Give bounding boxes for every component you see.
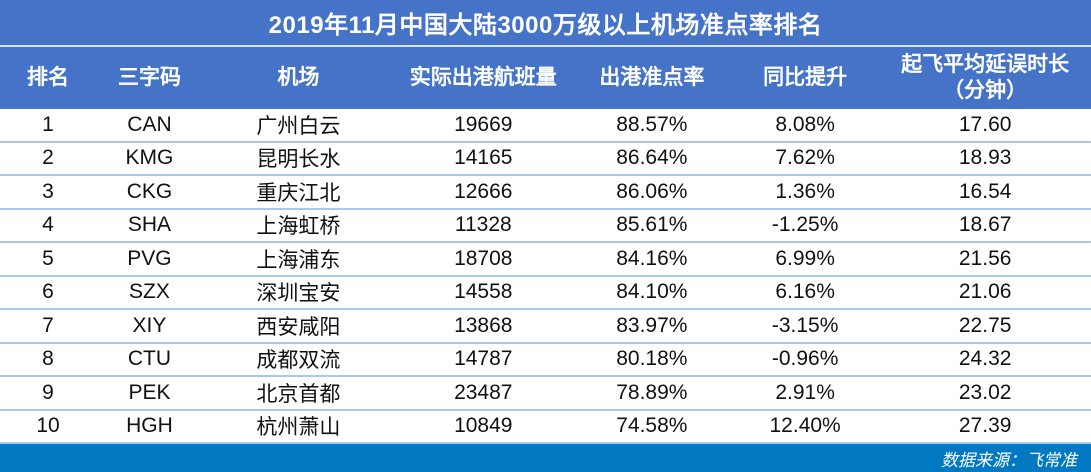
avg-delay-cell: 22.75 (879, 309, 1091, 344)
avg-delay-cell: 18.93 (879, 141, 1091, 176)
yoy-change-cell: 7.62% (730, 141, 880, 176)
page-title: 2019年11月中国大陆3000万级以上机场准点率排名 (0, 0, 1091, 47)
flights-cell: 11328 (393, 208, 573, 243)
ontime-rate-cell: 78.89% (572, 376, 731, 411)
ontime-rate-cell: 86.64% (572, 141, 731, 176)
code-cell: XIY (96, 309, 203, 344)
airport-cell: 上海虹桥 (202, 208, 394, 243)
avg-delay-cell: 21.06 (879, 275, 1091, 310)
avg-delay-cell: 27.39 (879, 409, 1091, 444)
rank-cell: 3 (0, 175, 96, 210)
airport-cell: 广州白云 (202, 109, 394, 143)
avg-delay-cell: 21.56 (879, 242, 1091, 277)
flights-cell: 19669 (393, 109, 573, 143)
column-header-ontime-rate: 出港准点率 (572, 47, 731, 109)
yoy-change-cell: 6.16% (730, 275, 880, 310)
rank-cell: 5 (0, 242, 96, 277)
table-header: 排名 三字码 机场 实际出港航班量 出港准点率 同比提升 起飞平均延误时长 （分钟） (0, 47, 1091, 109)
table-row: 3 CKG 重庆江北 12666 86.06% 1.36% 16.54 (0, 175, 1091, 210)
rank-cell: 1 (0, 109, 96, 143)
ontime-rate-cell: 85.61% (572, 208, 731, 243)
footer-bar: 数据来源：飞常准 (0, 444, 1091, 472)
code-cell: CKG (96, 175, 203, 210)
code-cell: HGH (96, 409, 203, 444)
header-row: 排名 三字码 机场 实际出港航班量 出港准点率 同比提升 起飞平均延误时长 （分钟） (0, 47, 1091, 109)
ontime-rate-cell: 84.16% (572, 242, 731, 277)
airport-cell: 北京首都 (202, 376, 394, 411)
rank-cell: 9 (0, 376, 96, 411)
avg-delay-cell: 18.67 (879, 208, 1091, 243)
airport-cell: 西安咸阳 (202, 309, 394, 344)
rank-cell: 2 (0, 141, 96, 176)
code-cell: CAN (96, 109, 203, 143)
ontime-rate-cell: 80.18% (572, 342, 731, 377)
rank-cell: 4 (0, 208, 96, 243)
table-body: 1 CAN 广州白云 19669 88.57% 8.08% 17.60 2 KMG 昆明长水 141… (0, 109, 1091, 444)
airport-cell: 昆明长水 (202, 141, 394, 176)
flights-cell: 14787 (393, 342, 573, 377)
code-cell: SZX (96, 275, 203, 310)
column-header-rank: 排名 (0, 47, 96, 109)
code-cell: CTU (96, 342, 203, 377)
flights-cell: 14558 (393, 275, 573, 310)
yoy-change-cell: -3.15% (730, 309, 880, 344)
airport-cell: 深圳宝安 (202, 275, 394, 310)
airport-cell: 重庆江北 (202, 175, 394, 210)
column-header-flights: 实际出港航班量 (393, 47, 573, 109)
yoy-change-cell: 6.99% (730, 242, 880, 277)
table-row: 7 XIY 西安咸阳 13868 83.97% -3.15% 22.75 (0, 309, 1091, 344)
table-row: 5 PVG 上海浦东 18708 84.16% 6.99% 21.56 (0, 242, 1091, 277)
yoy-change-cell: 12.40% (730, 409, 880, 444)
rank-cell: 6 (0, 275, 96, 310)
table-row: 1 CAN 广州白云 19669 88.57% 8.08% 17.60 (0, 109, 1091, 143)
yoy-change-cell: 1.36% (730, 175, 880, 210)
table-row: 6 SZX 深圳宝安 14558 84.10% 6.16% 21.06 (0, 275, 1091, 310)
data-source-credit: 数据来源：飞常准 (941, 450, 1077, 470)
column-header-yoy-change: 同比提升 (730, 47, 880, 109)
airport-cell: 杭州萧山 (202, 409, 394, 444)
flights-cell: 13868 (393, 309, 573, 344)
table-row: 10 HGH 杭州萧山 10849 74.58% 12.40% 27.39 (0, 409, 1091, 444)
avg-delay-cell: 16.54 (879, 175, 1091, 210)
rank-cell: 10 (0, 409, 96, 444)
yoy-change-cell: -1.25% (730, 208, 880, 243)
table-row: 9 PEK 北京首都 23487 78.89% 2.91% 23.02 (0, 376, 1091, 411)
code-cell: PVG (96, 242, 203, 277)
table-row: 8 CTU 成都双流 14787 80.18% -0.96% 24.32 (0, 342, 1091, 377)
code-cell: SHA (96, 208, 203, 243)
ontime-rate-cell: 83.97% (572, 309, 731, 344)
airport-cell: 上海浦东 (202, 242, 394, 277)
table-row: 2 KMG 昆明长水 14165 86.64% 7.62% 18.93 (0, 141, 1091, 176)
ontime-rate-cell: 86.06% (572, 175, 731, 210)
flights-cell: 12666 (393, 175, 573, 210)
yoy-change-cell: 8.08% (730, 109, 880, 143)
yoy-change-cell: 2.91% (730, 376, 880, 411)
ontime-rate-cell: 88.57% (572, 109, 731, 143)
column-header-code: 三字码 (96, 47, 203, 109)
ontime-rate-cell: 84.10% (572, 275, 731, 310)
flights-cell: 23487 (393, 376, 573, 411)
avg-delay-cell: 24.32 (879, 342, 1091, 377)
code-cell: PEK (96, 376, 203, 411)
table-row: 4 SHA 上海虹桥 11328 85.61% -1.25% 18.67 (0, 208, 1091, 243)
column-header-airport: 机场 (202, 47, 394, 109)
avg-delay-cell: 23.02 (879, 376, 1091, 411)
airport-cell: 成都双流 (202, 342, 394, 377)
yoy-change-cell: -0.96% (730, 342, 880, 377)
ranking-table: 排名 三字码 机场 实际出港航班量 出港准点率 同比提升 起飞平均延误时长 （分钟） 1 CA… (0, 47, 1091, 444)
flights-cell: 14165 (393, 141, 573, 176)
column-header-avg-delay: 起飞平均延误时长 （分钟） (879, 47, 1091, 109)
flights-cell: 18708 (393, 242, 573, 277)
ontime-rate-cell: 74.58% (572, 409, 731, 444)
rank-cell: 7 (0, 309, 96, 344)
flights-cell: 10849 (393, 409, 573, 444)
code-cell: KMG (96, 141, 203, 176)
avg-delay-cell: 17.60 (879, 109, 1091, 143)
rank-cell: 8 (0, 342, 96, 377)
